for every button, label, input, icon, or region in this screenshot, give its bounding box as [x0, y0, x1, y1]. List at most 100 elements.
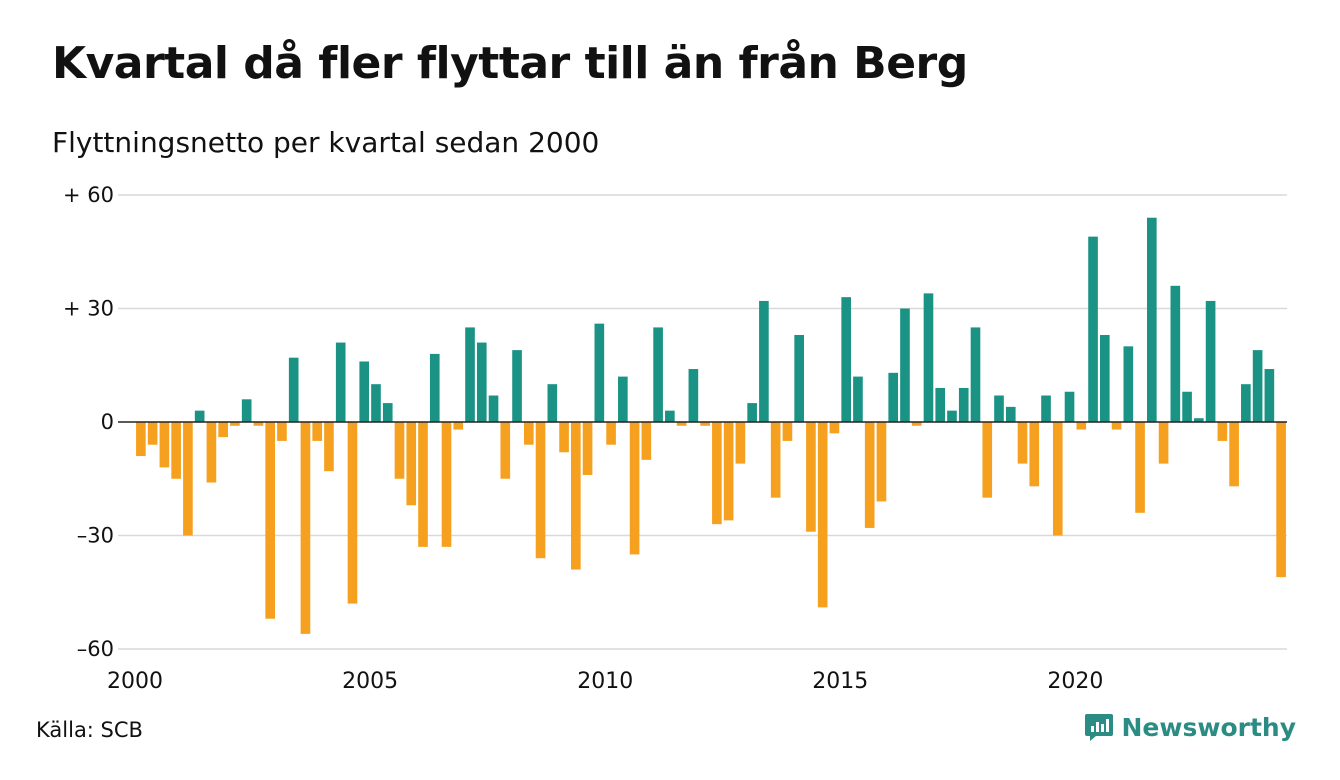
bar: [277, 422, 287, 441]
bar: [559, 422, 569, 453]
bar: [476, 342, 487, 422]
bar: [876, 422, 887, 502]
bar: [829, 422, 840, 434]
bar: [171, 422, 181, 479]
bar: [382, 403, 393, 422]
bar: [629, 422, 640, 555]
x-tick-label: 2015: [812, 669, 868, 694]
bar: [571, 422, 581, 570]
bar: [300, 422, 311, 634]
bars: [136, 217, 1286, 634]
bar: [218, 422, 228, 438]
bar: [406, 422, 417, 506]
bar: [1182, 391, 1192, 422]
bar: [159, 422, 170, 468]
bar: [1158, 422, 1169, 464]
bar: [535, 422, 546, 559]
bar: [911, 422, 922, 426]
bar: [194, 410, 205, 422]
bar: [1123, 346, 1134, 422]
bar: [606, 422, 616, 445]
bar: [359, 361, 370, 422]
bar: [794, 334, 804, 422]
brand-name: Newsworthy: [1121, 712, 1297, 742]
bar-chart: + 60 + 30 0 –30 –60 2000 2005 2010 2015 2020: [63, 183, 1287, 694]
bar: [665, 410, 675, 422]
bar: [1099, 334, 1110, 422]
bar: [935, 387, 946, 422]
bar: [712, 422, 722, 525]
bar: [1135, 422, 1145, 513]
bar: [1252, 350, 1263, 422]
bar: [241, 399, 252, 422]
y-tick-label: + 30: [63, 297, 114, 321]
bar: [806, 422, 816, 532]
x-axis-labels: 2000 2005 2010 2015 2020: [107, 669, 1103, 694]
x-tick-label: 2005: [342, 669, 398, 694]
bar: [688, 369, 699, 422]
x-tick-label: 2020: [1047, 669, 1103, 694]
bar: [347, 422, 358, 604]
source-note: Källa: SCB: [36, 718, 143, 742]
bar: [888, 372, 899, 422]
bar: [770, 422, 781, 498]
bar: [265, 422, 275, 619]
bar: [1041, 395, 1051, 422]
bar: [841, 297, 851, 422]
bar: [1029, 422, 1040, 487]
bar: [147, 422, 158, 445]
bar: [488, 395, 499, 422]
bar: [653, 327, 663, 422]
bar: [453, 422, 464, 430]
bar: [735, 422, 746, 464]
bar: [947, 410, 957, 422]
bar: [747, 403, 757, 422]
bar: [970, 327, 981, 422]
bar: [958, 387, 969, 422]
y-tick-label: –60: [77, 637, 114, 661]
bar: [429, 353, 440, 422]
bar: [1194, 418, 1204, 422]
x-tick-label: 2010: [577, 669, 633, 694]
bar: [594, 323, 605, 422]
y-tick-label: –30: [77, 524, 114, 548]
y-axis-labels: + 60 + 30 0 –30 –60: [63, 183, 114, 661]
bar: [618, 376, 628, 422]
bar: [312, 422, 323, 441]
bar: [1229, 422, 1239, 487]
bar: [523, 422, 534, 445]
bar: [700, 422, 710, 426]
bar: [994, 395, 1004, 422]
bar: [394, 422, 405, 479]
y-tick-label: 0: [101, 410, 114, 434]
bar: [441, 422, 452, 547]
bar: [1005, 406, 1016, 422]
bar: [1241, 384, 1251, 422]
bar: [676, 422, 687, 426]
bar: [1052, 422, 1063, 536]
bar: [582, 422, 593, 475]
bar: [782, 422, 793, 441]
bar: [900, 308, 910, 422]
brand-logo: Newsworthy: [1084, 712, 1297, 742]
newsworthy-logo-icon: [1084, 714, 1113, 741]
bar: [759, 300, 769, 422]
bar: [183, 422, 193, 536]
bar: [288, 357, 299, 422]
bar: [982, 422, 993, 498]
bar: [371, 384, 381, 422]
bar: [1076, 422, 1087, 430]
bar: [817, 422, 828, 608]
bar: [500, 422, 511, 479]
bar: [512, 350, 522, 422]
bar: [1064, 391, 1075, 422]
bar: [418, 422, 428, 547]
bar: [1205, 300, 1216, 422]
bar: [335, 342, 346, 422]
bar: [1170, 285, 1181, 422]
bar: [853, 376, 863, 422]
x-tick-label: 2000: [107, 669, 163, 694]
bar: [1264, 369, 1275, 422]
bar: [641, 422, 652, 460]
chart-subtitle: Flyttningsnetto per kvartal sedan 2000: [52, 126, 600, 159]
